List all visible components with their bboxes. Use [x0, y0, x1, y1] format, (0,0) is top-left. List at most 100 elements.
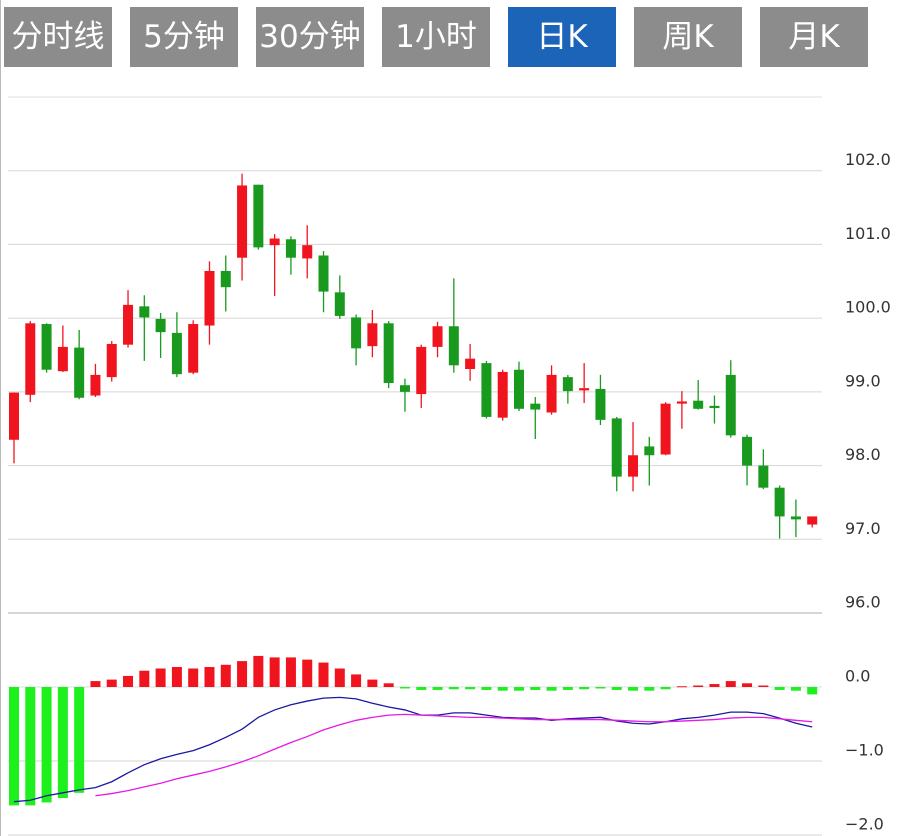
candle-body [725, 374, 736, 436]
candle-body [807, 516, 818, 525]
y-tick-label: 98.0 [845, 445, 881, 464]
histogram-bar [611, 687, 622, 690]
candle-body [269, 238, 280, 246]
histogram-bar [644, 687, 655, 691]
histogram-bar [562, 687, 573, 690]
histogram-bar [351, 674, 362, 687]
histogram-bar [790, 687, 801, 691]
histogram-bar [709, 684, 720, 687]
histogram-bar [318, 662, 329, 687]
histogram-bar [448, 687, 459, 690]
histogram-bar [90, 681, 101, 687]
histogram-bar [302, 659, 313, 687]
y-tick-label: 96.0 [845, 593, 881, 612]
tab[interactable]: 分时线 [4, 7, 112, 67]
candle-body [188, 324, 199, 373]
candle-body [562, 377, 573, 392]
indicator-line [95, 713, 813, 797]
candle-body [758, 465, 769, 488]
y-tick-label: 100.0 [845, 298, 891, 317]
histogram-bar [774, 687, 785, 690]
histogram-bar [74, 687, 85, 793]
histogram-bar [758, 685, 769, 687]
histogram-bar [188, 668, 199, 687]
candle-body [302, 245, 313, 259]
histogram-bar [725, 681, 736, 687]
histogram-bar [399, 687, 410, 689]
tab[interactable]: 1小时 [382, 7, 490, 67]
histogram-bar [9, 687, 19, 806]
candle-body [546, 374, 557, 413]
histogram-bar [367, 679, 378, 687]
tab[interactable]: 5分钟 [130, 7, 238, 67]
y-tick-label: 0.0 [845, 667, 870, 686]
candle-body [123, 304, 134, 345]
candle-body [579, 388, 590, 391]
candle-body [57, 346, 68, 372]
candle-body [644, 446, 655, 456]
histogram-bar [155, 668, 166, 687]
candle-body [9, 392, 19, 440]
candle-body [416, 346, 427, 395]
candle-body [90, 374, 101, 396]
histogram-bar [123, 675, 134, 687]
candle-body [367, 323, 378, 347]
histogram-bar [204, 667, 215, 687]
histogram-bar [693, 685, 704, 687]
candle-body [139, 306, 150, 318]
tab[interactable]: 月K [760, 7, 868, 67]
histogram-bar [807, 687, 818, 695]
histogram-bar [106, 679, 117, 687]
candle-body [513, 369, 524, 409]
y-tick-label: 102.0 [845, 150, 891, 169]
candle-body [676, 401, 687, 404]
histogram-bar [416, 687, 427, 690]
histogram-bar [676, 686, 687, 688]
indicator-line [13, 696, 813, 803]
candle-body [25, 323, 36, 395]
candle-body [628, 455, 639, 477]
candle-body [611, 418, 622, 477]
histogram-bar [57, 687, 68, 798]
tab[interactable]: 周K [634, 7, 742, 67]
histogram-bar [579, 687, 590, 690]
candle-body [481, 363, 492, 417]
histogram-bar [530, 687, 541, 690]
histogram-bar [383, 683, 394, 687]
histogram-bar [253, 655, 264, 687]
candle-body [790, 516, 801, 520]
candle-body [497, 371, 508, 418]
candle-body [351, 317, 362, 349]
y-tick-label: −1.0 [845, 741, 884, 760]
histogram-bar [546, 687, 557, 691]
candle-body [204, 270, 215, 326]
histogram-bar [628, 687, 639, 691]
histogram-bar [660, 687, 671, 690]
candle-body [399, 385, 410, 392]
tab[interactable]: 30分钟 [256, 7, 364, 67]
histogram-bar [742, 683, 753, 687]
candle-body [334, 292, 345, 316]
candle-body [448, 326, 459, 366]
candle-body [155, 318, 166, 333]
candle-body [318, 255, 329, 292]
candle-body [41, 324, 52, 370]
histogram-bar [595, 687, 606, 689]
candle-body [774, 487, 785, 517]
candle-body [660, 403, 671, 455]
histogram-bar [41, 687, 52, 803]
candle-body [742, 436, 753, 466]
histogram-bar [285, 657, 296, 687]
candle-body [106, 343, 117, 378]
histogram-bar [513, 687, 524, 691]
candle-body [253, 184, 264, 248]
candle-body [171, 332, 182, 375]
histogram-bar [237, 661, 248, 687]
histogram-bar [497, 687, 508, 691]
histogram-bar [25, 687, 36, 806]
candle-body [530, 403, 541, 410]
tab[interactable]: 日K [508, 7, 616, 67]
candle-body [74, 347, 85, 398]
